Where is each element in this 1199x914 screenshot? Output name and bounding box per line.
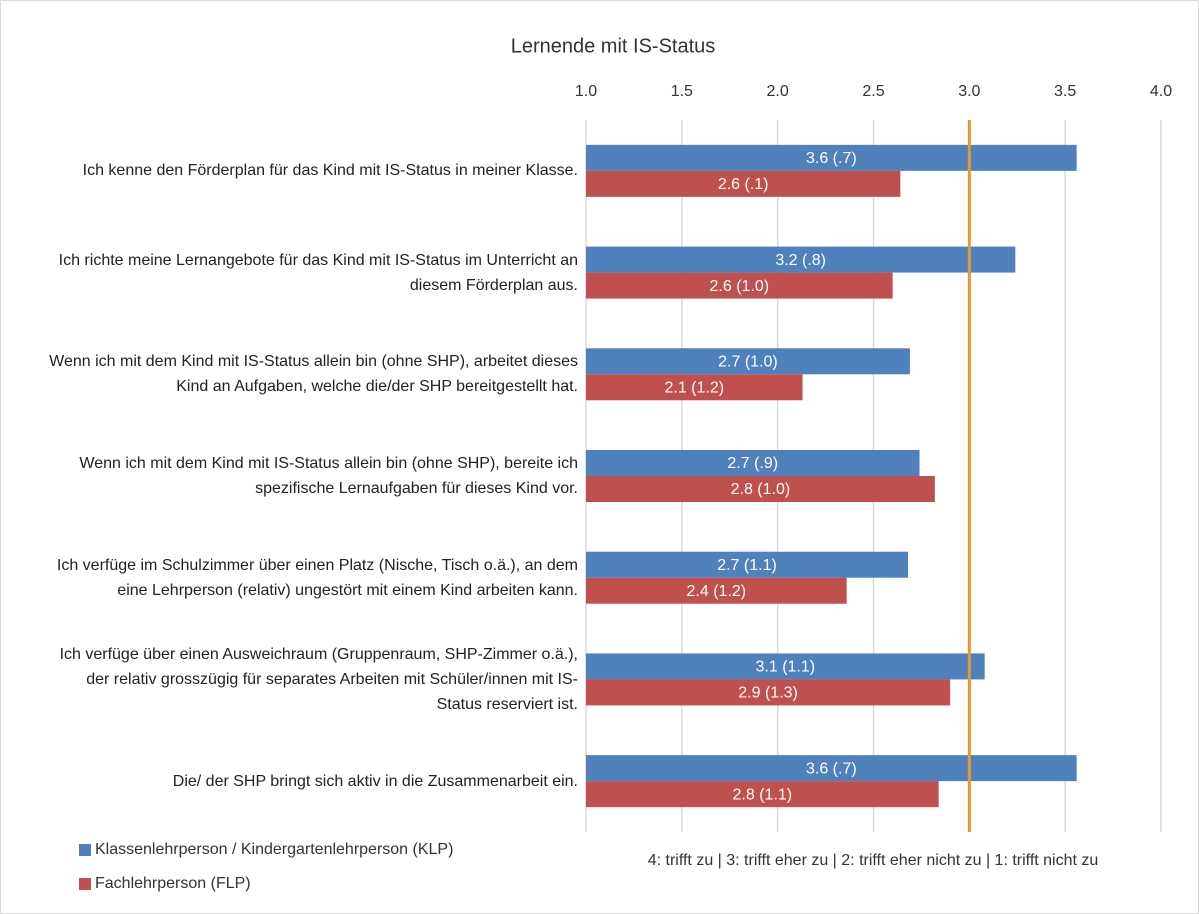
value-label: 2.1 (1.2) <box>664 380 724 397</box>
bar <box>586 781 939 808</box>
chart-title: Lernende mit IS-Status <box>511 35 716 57</box>
category-label: Wenn ich mit dem Kind mit IS-Status alle… <box>49 353 578 396</box>
category-label: Ich kenne den Förderplan für das Kind mi… <box>82 162 578 180</box>
bar <box>586 144 1077 171</box>
x-tick-label: 2.5 <box>862 83 884 100</box>
x-tick-label: 3.5 <box>1054 83 1076 100</box>
x-tick-label: 1.0 <box>575 83 597 100</box>
value-label: 2.9 (1.3) <box>738 685 798 702</box>
value-label: 3.2 (.8) <box>775 252 826 269</box>
value-label: 2.8 (1.0) <box>731 481 791 498</box>
value-label: 2.7 (1.1) <box>717 557 777 574</box>
x-tick-label: 3.0 <box>958 83 980 100</box>
legend-label: Fachlehrperson (FLP) <box>95 875 251 892</box>
legend-swatch <box>79 878 91 890</box>
bar <box>586 679 951 706</box>
x-tick-label: 4.0 <box>1150 83 1172 100</box>
category-label: Ich verfüge im Schulzimmer über einen Pl… <box>56 556 578 599</box>
value-label: 3.6 (.7) <box>806 760 857 777</box>
x-tick-label: 2.0 <box>767 83 789 100</box>
legend-label: Klassenlehrperson / Kindergartenlehrpers… <box>95 841 453 858</box>
legend-swatch <box>79 844 91 856</box>
bar <box>586 755 1077 782</box>
bar <box>586 577 847 604</box>
category-label: Wenn ich mit dem Kind mit IS-Status alle… <box>79 455 578 497</box>
bar <box>586 246 1016 273</box>
bar <box>586 450 920 476</box>
bar <box>586 653 985 680</box>
bar <box>586 170 901 197</box>
category-label: Ich verfüge über einen Ausweichraum (Gru… <box>59 645 578 713</box>
value-label: 2.7 (.9) <box>727 455 778 472</box>
value-label: 2.6 (.1) <box>718 176 769 193</box>
value-label: 2.4 (1.2) <box>687 583 747 600</box>
bar <box>586 272 893 299</box>
value-label: 3.6 (.7) <box>806 150 857 167</box>
value-label: 2.8 (1.1) <box>733 786 793 803</box>
value-label: 3.1 (1.1) <box>756 659 816 676</box>
x-tick-label: 1.5 <box>671 83 693 100</box>
bar <box>586 551 908 578</box>
bar <box>586 374 803 401</box>
category-label: Die/ der SHP bringt sich aktiv in die Zu… <box>172 772 578 790</box>
value-label: 2.6 (1.0) <box>710 278 770 295</box>
value-label: 2.7 (1.0) <box>718 354 778 371</box>
category-label: Ich richte meine Lernangebote für das Ki… <box>58 251 578 294</box>
bar <box>586 348 910 375</box>
bar <box>586 476 935 502</box>
x-axis-label: 4: trifft zu | 3: trifft eher zu | 2: tr… <box>648 852 1099 869</box>
